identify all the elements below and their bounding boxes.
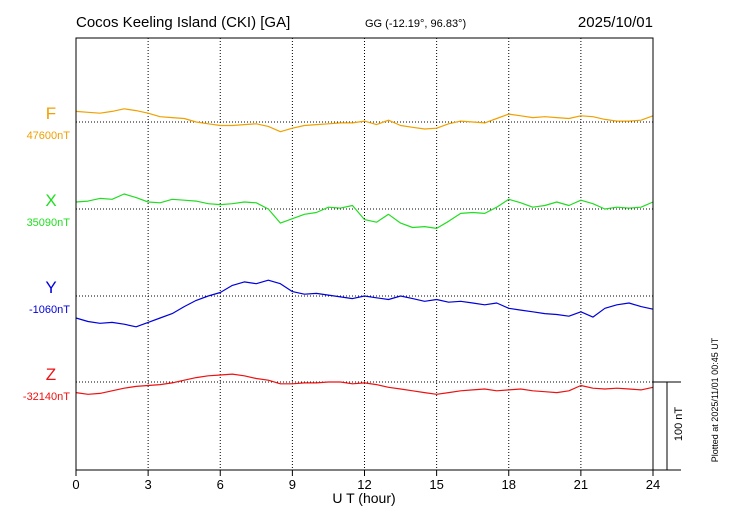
scale-bar-label: 100 nT (673, 407, 685, 442)
x-tick-label: 24 (646, 477, 660, 492)
baseline-value-y: -1060nT (29, 304, 70, 316)
component-label-x: X (45, 191, 56, 210)
grid-lines (147, 38, 582, 470)
baseline-value-x: 35090nT (27, 217, 71, 229)
x-axis-ticks: 0 3 6 9 12 15 18 21 24 (72, 470, 660, 492)
station-coords: GG (-12.19°, 96.83°) (365, 18, 466, 30)
baseline-value-z: -32140nT (23, 391, 70, 403)
x-tick-label: 15 (429, 477, 443, 492)
plot-date: 2025/10/01 (578, 14, 653, 31)
station-title: Cocos Keeling Island (CKI) [GA] (76, 14, 290, 31)
x-tick-label: 9 (289, 477, 296, 492)
baseline-value-f: 47600nT (27, 130, 71, 142)
component-label-y: Y (45, 278, 56, 297)
scale-bar (653, 381, 681, 471)
x-tick-label: 18 (502, 477, 516, 492)
x-tick-label: 0 (72, 477, 79, 492)
series-labels: F 47600nT X 35090nT Y -1060nT Z -32140nT (23, 104, 70, 403)
series-lines (75, 108, 654, 395)
x-axis-label: U T (hour) (332, 490, 395, 506)
component-label-f: F (46, 104, 56, 123)
series-line-z (75, 373, 654, 395)
series-line-x (75, 193, 654, 229)
series-line-f (75, 108, 654, 133)
x-tick-label: 12 (357, 477, 371, 492)
series-line-y (75, 279, 654, 328)
component-label-z: Z (46, 365, 56, 384)
x-tick-label: 21 (574, 477, 588, 492)
x-tick-label: 6 (217, 477, 224, 492)
plotted-timestamp: Plotted at 2025/11/01 00:45 UT (710, 337, 720, 462)
x-tick-label: 3 (145, 477, 152, 492)
